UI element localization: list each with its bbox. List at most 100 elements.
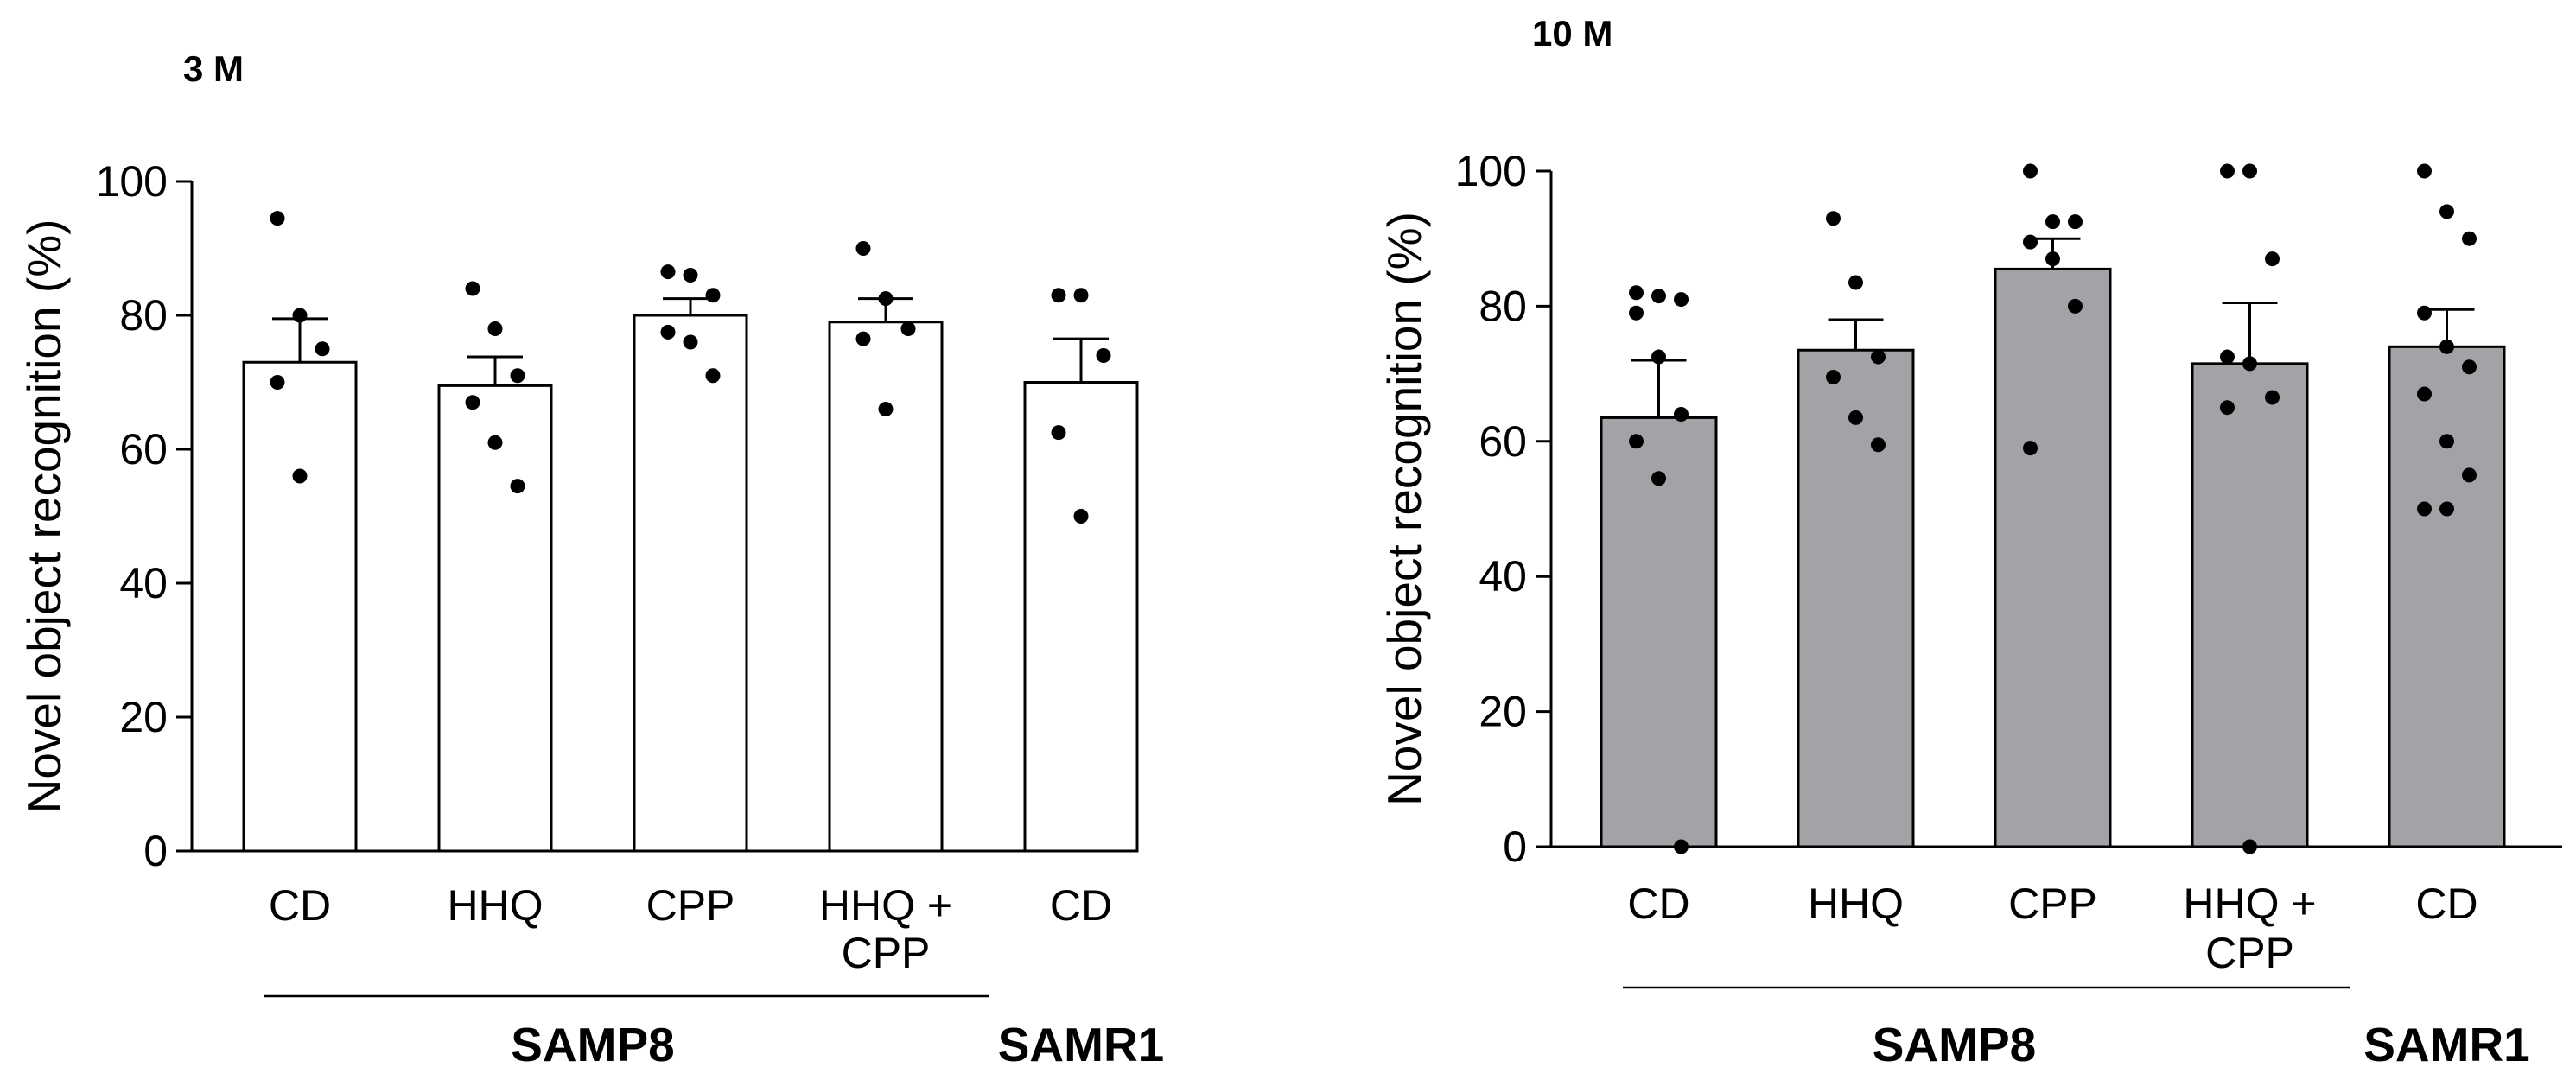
group-label: SAMR1	[2363, 1018, 2530, 1071]
data-point	[2023, 163, 2038, 179]
data-point	[1073, 509, 1089, 524]
bar	[633, 314, 748, 853]
data-point	[1848, 410, 1863, 425]
bar	[2388, 345, 2506, 848]
data-point	[2439, 339, 2454, 354]
data-point	[2045, 251, 2060, 267]
x-tick-label: HHQ	[1808, 880, 1904, 928]
data-point	[2068, 214, 2083, 230]
data-point	[2417, 305, 2432, 321]
data-point	[705, 368, 721, 384]
group-label: SAMP8	[511, 1018, 675, 1071]
data-point	[315, 341, 330, 357]
data-point	[1651, 471, 1666, 486]
x-tick-label: HHQ	[447, 881, 543, 930]
bar	[242, 360, 358, 853]
data-point	[510, 479, 525, 494]
y-tick-label: 80	[119, 291, 168, 340]
y-tick-label: 20	[119, 693, 168, 741]
x-tick-label: CD	[269, 881, 331, 930]
data-point	[1674, 839, 1689, 854]
data-point	[683, 334, 698, 350]
data-point	[1848, 275, 1863, 290]
data-point	[1871, 349, 1886, 365]
data-point	[2265, 390, 2280, 405]
data-point	[1051, 425, 1066, 441]
panel-title: 3 M	[183, 48, 244, 89]
y-tick-label: 40	[1479, 552, 1527, 600]
data-point	[292, 308, 308, 323]
x-tick-label: CPP	[2205, 929, 2294, 977]
x-tick-label: CPP	[646, 881, 735, 930]
bar	[1023, 381, 1139, 853]
data-point	[878, 402, 894, 416]
data-point	[1051, 288, 1066, 303]
data-point	[855, 331, 871, 346]
y-tick-label: 0	[1503, 823, 1527, 871]
data-point	[465, 395, 480, 410]
data-point	[2045, 214, 2060, 230]
x-tick-label: CD	[1050, 881, 1112, 930]
y-axis-label: Novel object recognition (%)	[1377, 212, 1431, 806]
data-point	[2242, 356, 2257, 372]
data-point	[705, 288, 721, 303]
data-point	[487, 321, 503, 336]
bar	[2191, 362, 2309, 848]
data-point	[2242, 163, 2257, 179]
data-point	[2220, 349, 2235, 365]
y-tick-label: 60	[119, 425, 168, 473]
data-point	[1629, 434, 1644, 449]
data-point	[2462, 359, 2477, 375]
data-point	[270, 375, 285, 390]
y-axis-label: Novel object recognition (%)	[17, 219, 71, 814]
data-point	[2220, 163, 2235, 179]
data-point	[1674, 407, 1689, 422]
data-point	[878, 291, 894, 307]
x-tick-label: HHQ +	[2183, 880, 2316, 928]
x-tick-label: CD	[2415, 880, 2477, 928]
group-label: SAMP8	[1873, 1018, 2037, 1071]
data-point	[660, 264, 676, 280]
bar	[437, 384, 553, 853]
data-point	[2417, 386, 2432, 402]
data-point	[487, 435, 503, 450]
data-point	[2439, 434, 2454, 449]
data-point	[2265, 251, 2280, 267]
x-tick-label: CD	[1627, 880, 1689, 928]
data-point	[510, 368, 525, 384]
x-tick-label: CPP	[2008, 880, 2097, 928]
y-tick-label: 40	[119, 559, 168, 607]
data-point	[465, 281, 480, 296]
data-point	[855, 241, 871, 256]
x-tick-label: HHQ +	[819, 881, 952, 930]
data-point	[1871, 437, 1886, 453]
group-label: SAMR1	[998, 1018, 1165, 1071]
data-point	[2417, 163, 2432, 179]
data-point	[1826, 211, 1841, 226]
data-point	[1651, 289, 1666, 304]
data-point	[270, 211, 285, 226]
y-tick-label: 20	[1479, 688, 1527, 736]
data-point	[1629, 305, 1644, 321]
data-point	[2439, 501, 2454, 517]
data-point	[2023, 234, 2038, 250]
chart-panel-2: 10 M 0 20 40 60 80 100 Novel object recognition…	[1377, 13, 2562, 1071]
bar	[1994, 267, 2112, 848]
data-point	[900, 321, 916, 336]
data-point	[1629, 285, 1644, 301]
data-point	[2242, 839, 2257, 854]
data-point	[1096, 348, 1111, 363]
data-point	[2439, 204, 2454, 219]
y-tick-label: 100	[96, 157, 168, 206]
x-tick-label: CPP	[842, 929, 931, 977]
y-tick-label: 0	[143, 827, 168, 875]
data-point	[683, 268, 698, 283]
data-point	[2068, 298, 2083, 314]
data-point	[2417, 501, 2432, 517]
chart-panel-1: 3 M 0 20 40 60 80 100 Novel object recognition …	[17, 48, 1164, 1071]
data-point	[2462, 231, 2477, 246]
data-point	[660, 324, 676, 340]
panel-title: 10 M	[1532, 13, 1612, 54]
bar	[1600, 416, 1718, 848]
